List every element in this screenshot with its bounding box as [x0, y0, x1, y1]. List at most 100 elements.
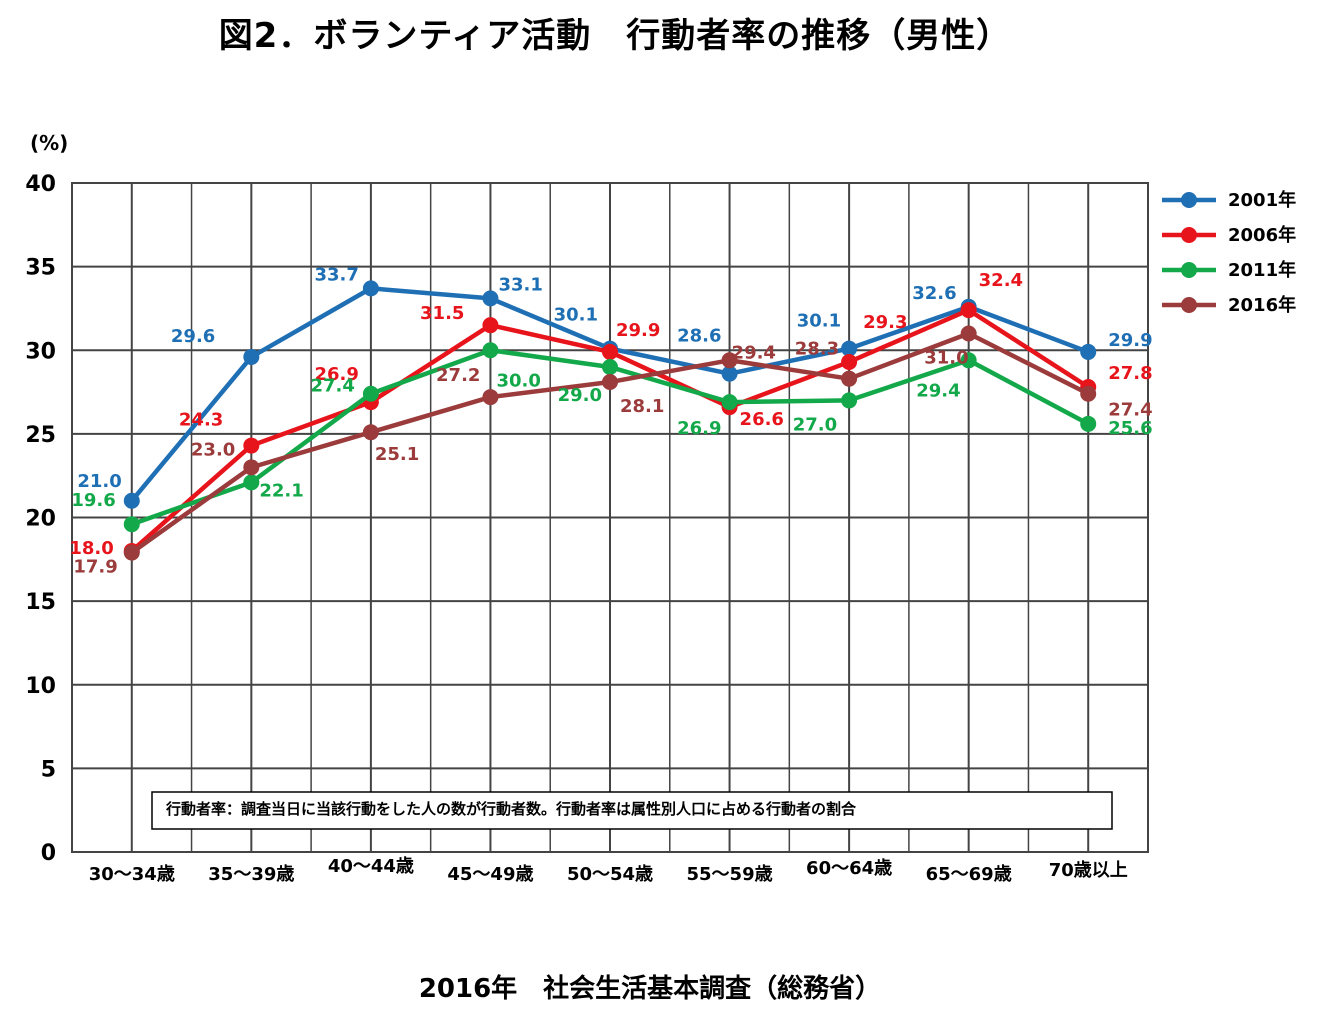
y-tick-label: 5 — [41, 757, 56, 782]
data-label: 30.1 — [554, 305, 598, 326]
data-label: 26.9 — [677, 418, 721, 439]
x-tick-label: 70歳以上 — [1049, 860, 1128, 881]
data-label: 33.1 — [498, 274, 542, 295]
data-point — [243, 459, 260, 476]
data-label: 25.6 — [1108, 418, 1152, 439]
source-note: 2016年 社会生活基本調査（総務省） — [418, 974, 882, 1004]
x-axis: 30～34歳 35～39歳 40～44歳 45～49歳 50～54歳 55～59歳 60～6… — [89, 856, 1128, 885]
data-label: 18.0 — [69, 538, 113, 559]
legend-label: 2006年 — [1228, 224, 1296, 246]
data-label: 32.4 — [979, 270, 1023, 291]
data-point — [960, 352, 977, 369]
data-label: 28.1 — [620, 396, 664, 417]
data-label: 29.6 — [171, 326, 215, 347]
data-label: 29.4 — [732, 342, 776, 363]
x-tick-label: 40～44歳 — [328, 856, 414, 877]
data-point — [721, 365, 738, 382]
note-text: 行動者率：調査当日に当該行動をした人の数が行動者数。行動者率は属性別人口に占める… — [165, 800, 857, 818]
data-point — [602, 343, 618, 360]
x-tick-label: 45～49歳 — [447, 864, 533, 885]
data-point — [482, 389, 499, 406]
data-point — [721, 394, 738, 411]
note-box: 行動者率：調査当日に当該行動をした人の数が行動者数。行動者率は属性別人口に占める… — [151, 791, 1113, 830]
data-label: 27.4 — [1108, 400, 1152, 421]
y-tick-label: 40 — [25, 172, 56, 197]
y-axis: 0 5 10 15 20 25 30 35 40 — [25, 172, 56, 866]
y-axis-unit: (%) — [30, 131, 68, 155]
data-point — [1080, 343, 1097, 360]
data-label: 22.1 — [259, 480, 303, 501]
data-label: 32.6 — [912, 283, 956, 304]
data-label: 31.0 — [924, 348, 968, 369]
y-tick-label: 30 — [25, 339, 56, 364]
note-box-frame — [151, 791, 1113, 830]
data-label: 27.4 — [310, 376, 354, 397]
data-label: 26.6 — [740, 409, 784, 430]
data-label: 29.3 — [863, 312, 907, 333]
data-label: 29.9 — [1108, 330, 1152, 351]
data-point — [602, 358, 618, 375]
y-tick-label: 15 — [25, 590, 56, 615]
data-point — [841, 340, 858, 357]
data-point — [362, 424, 379, 441]
y-tick-label: 10 — [25, 674, 56, 699]
legend-swatch-marker — [1181, 262, 1197, 278]
data-point — [482, 342, 499, 359]
data-label: 26.9 — [314, 364, 358, 385]
data-point — [602, 374, 618, 391]
data-label: 23.0 — [191, 439, 235, 460]
x-tick-label: 55～59歳 — [687, 864, 773, 885]
data-label: 31.5 — [420, 303, 464, 324]
data-point — [243, 437, 260, 454]
data-point — [482, 317, 499, 334]
data-point — [123, 544, 140, 561]
data-point — [841, 370, 858, 387]
series-lines — [123, 280, 1097, 561]
y-tick-label: 35 — [25, 256, 56, 281]
data-label: 27.0 — [793, 414, 837, 435]
x-tick-label: 50～54歳 — [567, 864, 653, 885]
data-point — [243, 348, 260, 365]
data-label: 30.1 — [797, 311, 841, 332]
legend-label: 2001年 — [1228, 189, 1296, 211]
legend-swatch-marker — [1181, 227, 1197, 243]
data-label: 24.3 — [179, 410, 223, 431]
chart-title: 図2．ボランティア活動 行動者率の推移（男性） — [218, 16, 1012, 56]
data-label: 29.9 — [616, 320, 660, 341]
data-point — [243, 474, 260, 491]
data-label: 29.0 — [558, 385, 602, 406]
legend-swatch-marker — [1181, 192, 1197, 208]
y-tick-label: 20 — [25, 507, 56, 532]
data-point — [123, 492, 140, 509]
data-label: 30.0 — [496, 370, 540, 391]
data-label: 19.6 — [71, 490, 115, 511]
data-point — [362, 280, 379, 297]
data-label: 27.8 — [1108, 363, 1152, 384]
data-label: 27.2 — [436, 365, 480, 386]
data-label: 29.4 — [916, 380, 960, 401]
x-tick-label: 35～39歳 — [208, 864, 294, 885]
data-point — [1080, 385, 1097, 402]
data-point — [960, 325, 977, 342]
data-point — [841, 392, 858, 409]
legend-swatch-marker — [1181, 297, 1197, 313]
data-label: 25.1 — [375, 444, 419, 465]
data-point — [362, 385, 379, 402]
legend: 2001年 2006年 2011年 2016年 — [1162, 189, 1296, 316]
data-label: 33.7 — [314, 264, 358, 285]
legend-label: 2011年 — [1228, 259, 1296, 281]
x-tick-label: 60～64歳 — [806, 858, 892, 879]
data-point — [1080, 415, 1097, 432]
data-point — [123, 516, 140, 533]
data-labels: 21.0 29.6 33.7 33.1 30.1 28.6 30.1 32.6 29.9 18.0… — [69, 264, 1152, 577]
x-tick-label: 65～69歳 — [926, 864, 1012, 885]
data-point — [841, 353, 858, 370]
y-tick-label: 0 — [41, 841, 56, 866]
data-label: 17.9 — [73, 557, 117, 578]
legend-label: 2016年 — [1228, 294, 1296, 316]
data-label: 28.6 — [677, 326, 721, 347]
y-tick-label: 25 — [25, 423, 56, 448]
data-point — [960, 302, 977, 319]
data-point — [721, 352, 738, 369]
